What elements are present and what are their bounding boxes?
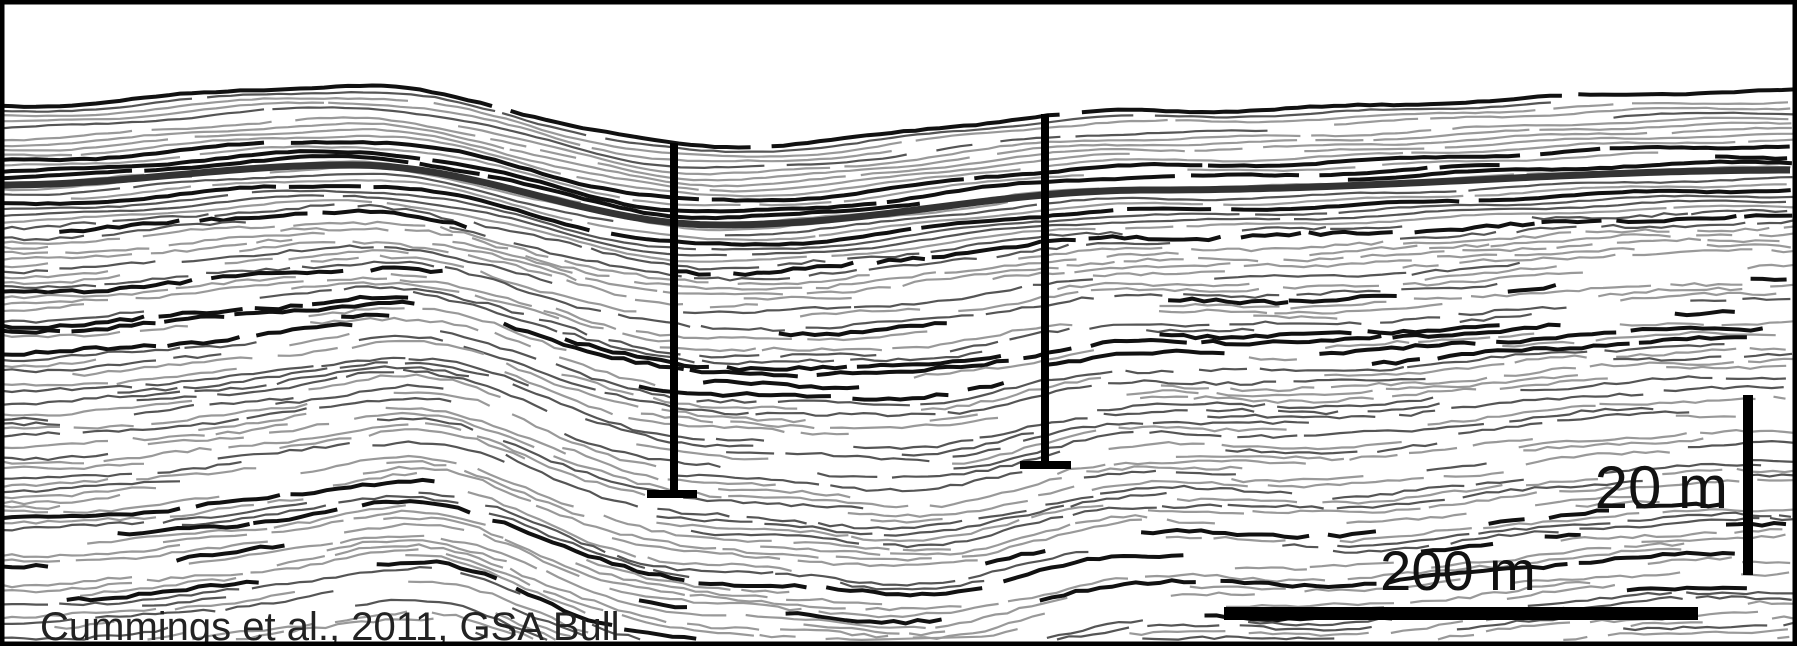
page: 20 m 200 m Cummings et al., 2011, GSA Bu… <box>0 0 1797 646</box>
core-marker <box>1041 114 1049 466</box>
reflector <box>1750 348 1786 350</box>
reflector <box>1542 221 1602 223</box>
reflector <box>0 155 72 156</box>
reflector <box>341 315 389 317</box>
core-marker <box>670 143 678 495</box>
reflector <box>1191 174 1299 175</box>
reflector <box>289 186 361 187</box>
reflector <box>1744 215 1792 216</box>
reflector <box>1255 214 1327 216</box>
reflector <box>1690 300 1726 301</box>
reflector <box>1751 279 1787 280</box>
reflector <box>1696 235 1732 236</box>
reflector <box>1315 140 1363 141</box>
reflector <box>1127 209 1211 210</box>
reflector <box>1114 294 1162 296</box>
seismic-profile: 20 m 200 m Cummings et al., 2011, GSA Bu… <box>0 0 1797 646</box>
reflector <box>1779 515 1791 517</box>
reflector <box>903 549 951 550</box>
core-marker-base <box>1020 461 1071 469</box>
vertical-scale-bar <box>1743 395 1753 575</box>
reflector <box>726 452 774 453</box>
vertical-scale-label: 20 m <box>1595 454 1728 521</box>
reflector <box>1414 298 1462 299</box>
reflector <box>1777 637 1789 638</box>
reflector <box>1610 147 1790 149</box>
credit: Cummings et al., 2011, GSA Bull <box>40 605 620 646</box>
reflector <box>1726 378 1786 379</box>
core-marker-base <box>647 490 697 498</box>
reflector <box>1715 157 1787 159</box>
horizontal-scale-bar <box>1224 607 1698 620</box>
horizontal-scale-label: 200 m <box>1380 539 1536 602</box>
reflector <box>1757 480 1793 481</box>
reflector <box>0 330 60 333</box>
reflector <box>1726 523 1786 526</box>
reflector <box>1166 537 1202 538</box>
reflector <box>1545 535 1581 537</box>
